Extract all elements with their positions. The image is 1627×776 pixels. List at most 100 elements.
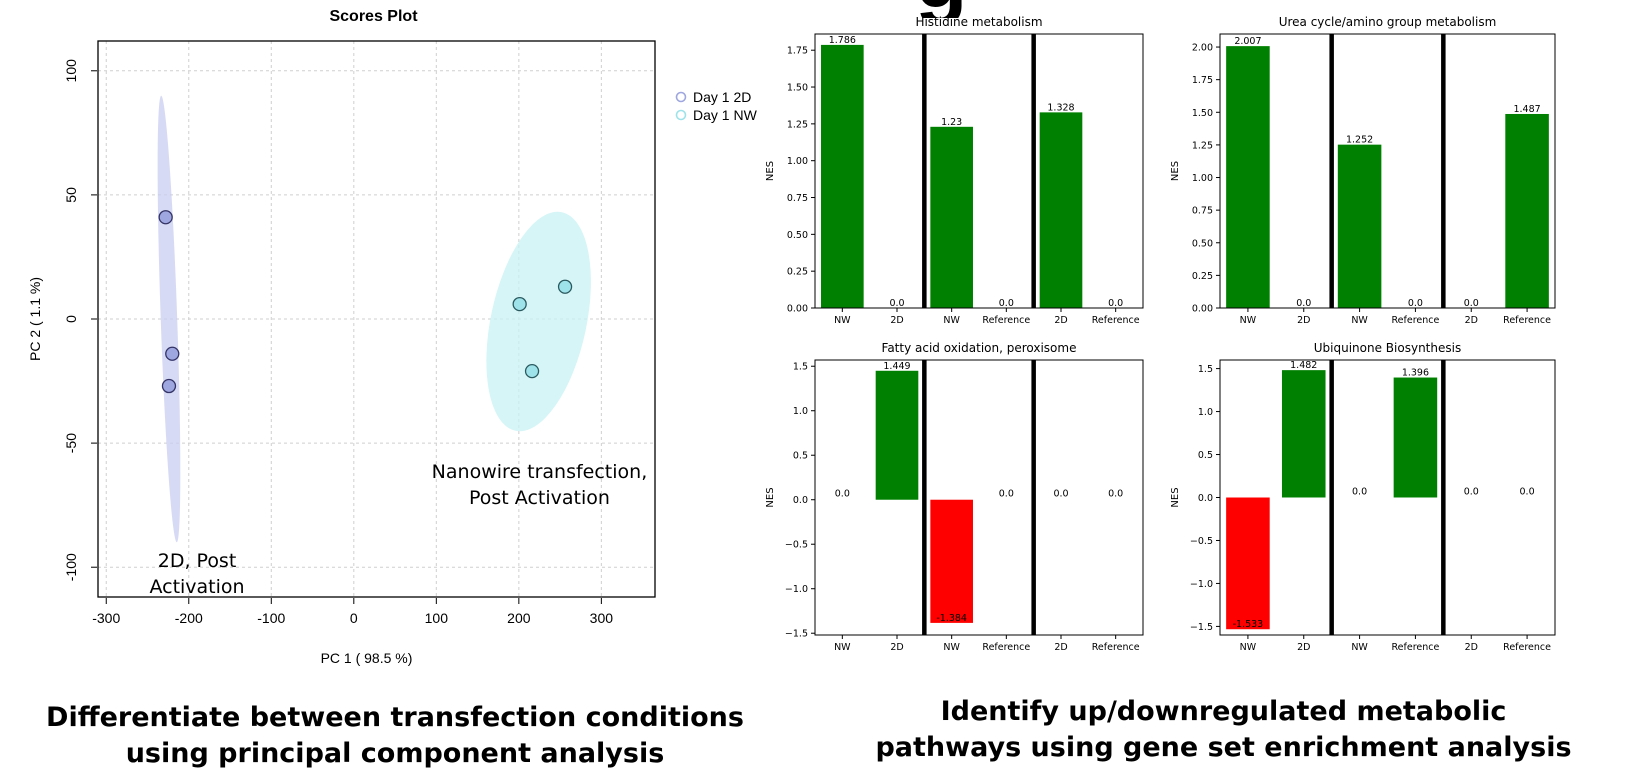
gsea-y-tick-label: 1.50 — [1192, 108, 1213, 119]
bar-value-label: 2.007 — [1234, 36, 1261, 47]
pca-caption-line-2: using principal component analysis — [125, 738, 665, 769]
gsea-caption-line-2: pathways using gene set enrichment analy… — [875, 732, 1572, 763]
pca-plot-frame — [97, 40, 656, 598]
gsea-panel: Histidine metabolism 1.786 0.0 1.23 0.0 1.328… — [765, 15, 1144, 326]
pca-y-tick-label: -50 — [63, 433, 79, 453]
gsea-x-tick-label: NW — [834, 315, 851, 326]
gsea-x-tick-label: 2D — [890, 315, 903, 326]
score-point — [158, 210, 173, 225]
score-point — [512, 296, 527, 312]
gsea-y-tick-label: −1.0 — [785, 584, 808, 595]
gsea-x-tick-label: Reference — [1391, 642, 1439, 653]
nes-bar — [1226, 497, 1270, 630]
pca-x-tick-label: -100 — [257, 610, 285, 626]
pca-annotation-line: Nanowire transfection, — [432, 461, 648, 483]
bar-value-label: 0.0 — [889, 298, 904, 309]
bar-value-label: 1.487 — [1513, 104, 1540, 115]
confidence-ellipse — [486, 211, 591, 432]
nes-bar — [1281, 370, 1326, 498]
gsea-title: Ubiquinone Biosynthesis — [1314, 341, 1461, 355]
nes-bar — [1505, 113, 1549, 308]
pca-scores-plot: Scores Plot -300 -200 -100 0 100 200 300 -100 -50… — [27, 8, 758, 666]
gsea-x-tick-label: 2D — [1465, 642, 1478, 653]
gsea-x-tick-label: Reference — [1092, 315, 1140, 326]
gsea-y-tick-label: 0.00 — [1192, 304, 1213, 315]
gsea-panel: Fatty acid oxidation, peroxisome 0.0 1.449… — [765, 341, 1144, 653]
gsea-y-tick-label: 1.75 — [1192, 75, 1213, 86]
bar-value-label: 1.328 — [1047, 102, 1074, 113]
gsea-y-tick-label: 0.0 — [1198, 493, 1213, 504]
gsea-y-tick-label: −1.0 — [1190, 579, 1213, 590]
nes-bar — [1039, 112, 1083, 308]
gsea-y-tick-label: 1.0 — [793, 406, 808, 417]
gsea-panel: Ubiquinone Biosynthesis -1.533 1.482 0.0 1.3… — [1170, 341, 1556, 653]
gsea-y-tick-label: 1.25 — [787, 119, 808, 130]
gsea-x-tick-label: 2D — [1297, 642, 1310, 653]
gsea-y-tick-label: −1.5 — [1190, 622, 1213, 633]
gsea-y-axis-label: NES — [1170, 487, 1181, 507]
bar-value-label: 1.449 — [883, 361, 910, 372]
gsea-y-tick-label: 1.50 — [787, 83, 808, 94]
gsea-x-tick-label: NW — [1351, 642, 1368, 653]
gsea-x-tick-label: Reference — [1503, 642, 1551, 653]
gsea-x-tick-label: NW — [1240, 315, 1257, 326]
gsea-plot-frame — [1219, 33, 1556, 309]
gsea-y-tick-label: 0.50 — [787, 230, 808, 241]
bar-value-label: 0.0 — [1352, 487, 1367, 498]
bar-value-label: 0.0 — [1520, 487, 1535, 498]
legend-label: Day 1 NW — [693, 107, 758, 123]
gsea-caption: Identify up/downregulated metabolic path… — [820, 694, 1627, 766]
gsea-y-tick-label: 0.0 — [793, 495, 808, 506]
gsea-y-tick-label: 0.5 — [1198, 450, 1213, 461]
nes-bar — [1393, 377, 1438, 498]
pca-annotation-line: 2D, Post — [158, 550, 237, 572]
pca-title: Scores Plot — [329, 8, 418, 25]
gsea-y-tick-label: 0.75 — [787, 193, 808, 204]
bar-value-label: 1.482 — [1290, 360, 1317, 371]
pca-annotation-line: Activation — [149, 576, 244, 598]
gsea-y-tick-label: 1.5 — [1198, 364, 1213, 375]
legend-marker — [675, 109, 687, 121]
bar-value-label: 0.0 — [1464, 487, 1479, 498]
nes-bar — [821, 44, 864, 309]
gsea-x-tick-label: 2D — [1054, 642, 1067, 653]
gsea-plot-frame — [814, 359, 1144, 636]
bar-value-label: 0.0 — [1464, 298, 1479, 309]
gsea-y-axis-label: NES — [1170, 161, 1181, 181]
gsea-x-tick-label: 2D — [1297, 315, 1310, 326]
pca-x-tick-label: 300 — [590, 610, 614, 626]
gsea-y-tick-label: 1.75 — [787, 46, 808, 57]
bar-value-label: 1.252 — [1346, 135, 1373, 146]
bar-value-label: 1.23 — [941, 117, 962, 128]
gsea-caption-line-1: Identify up/downregulated metabolic — [940, 696, 1507, 727]
gsea-panel: Urea cycle/amino group metabolism 2.007 0.… — [1170, 15, 1556, 326]
gsea-x-tick-label: NW — [943, 315, 960, 326]
gsea-y-tick-label: −1.5 — [785, 629, 808, 640]
nes-bar — [1337, 144, 1382, 308]
bar-value-label: 1.396 — [1402, 368, 1429, 379]
bar-value-label: 0.0 — [999, 298, 1014, 309]
gsea-y-tick-label: 0.50 — [1192, 238, 1213, 249]
nes-bar — [875, 370, 919, 500]
nes-bar — [930, 499, 973, 623]
bar-value-label: -1.533 — [1233, 619, 1264, 630]
gsea-y-tick-label: 0.5 — [793, 451, 808, 462]
bar-value-label: 0.0 — [1408, 298, 1423, 309]
gsea-y-tick-label: −0.5 — [785, 540, 808, 551]
gsea-y-tick-label: 0.00 — [787, 304, 808, 315]
gsea-y-tick-label: 1.5 — [793, 362, 808, 373]
gsea-y-tick-label: 1.25 — [1192, 140, 1213, 151]
pca-x-tick-label: -300 — [92, 610, 120, 626]
gsea-x-tick-label: Reference — [1503, 315, 1551, 326]
bar-value-label: 0.0 — [999, 489, 1014, 500]
gsea-x-tick-label: 2D — [890, 642, 903, 653]
confidence-ellipse — [157, 95, 181, 543]
pca-caption-line-1: Differentiate between transfection condi… — [46, 702, 744, 733]
gsea-plot-frame — [814, 33, 1144, 309]
pca-x-tick-label: -200 — [175, 610, 203, 626]
score-point — [161, 378, 177, 394]
bar-value-label: 0.0 — [835, 489, 850, 500]
gsea-y-tick-label: 0.25 — [1192, 271, 1213, 282]
bar-value-label: 0.0 — [1296, 298, 1311, 309]
